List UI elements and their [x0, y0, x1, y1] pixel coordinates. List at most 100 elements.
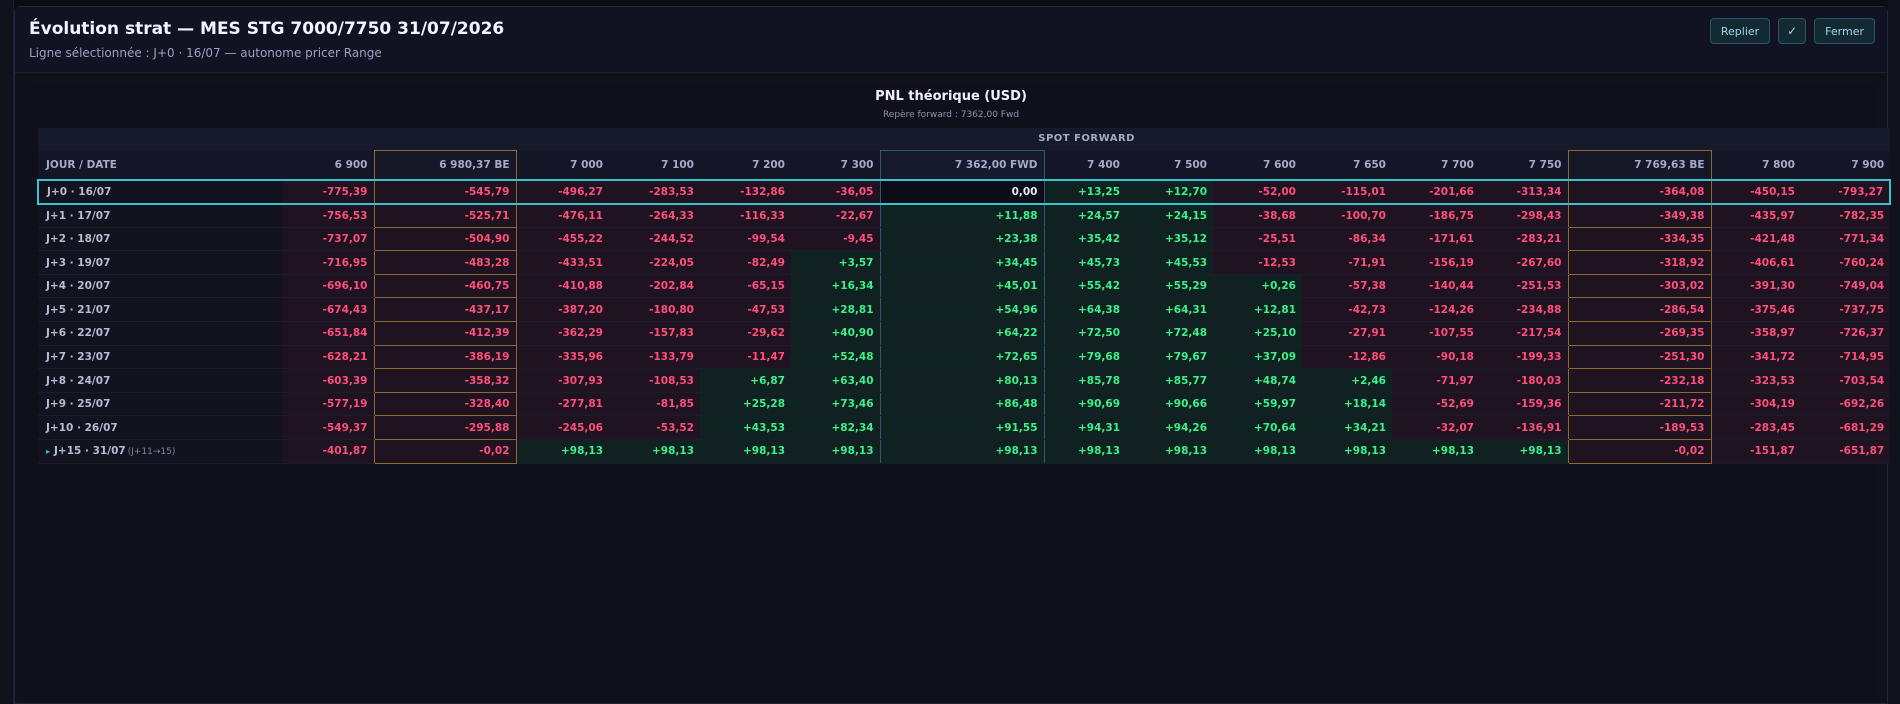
pnl-cell: -53,52 — [609, 415, 700, 441]
pnl-cell: -328,40 — [373, 391, 517, 417]
pnl-cell: +54,96 — [879, 297, 1045, 323]
pnl-cell: -692,26 — [1801, 392, 1891, 417]
spot-column-header: 7 300 — [791, 150, 880, 181]
pnl-cell: +98,13 — [1126, 439, 1213, 464]
pnl-cell: -703,54 — [1801, 368, 1891, 393]
pnl-cell: -782,35 — [1801, 203, 1891, 228]
table-row[interactable]: J+0 · 16/07 -775,39 -545,79 -496,27 -283,53-… — [37, 179, 1892, 205]
confirm-check-icon[interactable]: ✓ — [1778, 18, 1807, 44]
pnl-cell: +55,29 — [1126, 274, 1213, 299]
pnl-cell: +34,21 — [1302, 415, 1392, 441]
expand-caret-icon[interactable]: ▸ — [46, 447, 51, 457]
spot-column-header: 7 400 — [1044, 150, 1126, 181]
row-label-text: J+9 · 25/07 — [46, 398, 111, 411]
pnl-cell: +90,66 — [1126, 392, 1213, 417]
pnl-cell: -318,92 — [1567, 250, 1712, 275]
pnl-cell: -771,34 — [1801, 227, 1891, 252]
pnl-cell: -437,17 — [373, 297, 517, 323]
pnl-cell: -793,27 — [1801, 179, 1892, 205]
pnl-cell: -391,30 — [1711, 274, 1801, 299]
pnl-cell: -211,72 — [1567, 391, 1712, 417]
row-day-label[interactable]: J+5 · 21/07 — [38, 297, 283, 323]
pnl-cell: +2,46 — [1302, 368, 1392, 393]
pnl-cell: +28,81 — [791, 297, 880, 323]
pnl-cell: -295,88 — [373, 415, 517, 441]
row-day-label[interactable]: J+0 · 16/07 — [37, 179, 283, 205]
pnl-cell: -199,33 — [1480, 345, 1568, 370]
table-row[interactable]: J+8 · 24/07 -603,39 -358,32 -307,93 -108,53 +… — [38, 368, 1891, 393]
spot-column-header: 7 000 — [516, 150, 609, 181]
pnl-cell: +98,13 — [1392, 439, 1480, 464]
table-row[interactable]: J+9 · 25/07 -577,19 -328,40 -277,81 -81,85 +2… — [38, 391, 1891, 417]
table-row[interactable]: J+6 · 22/07 -651,84 -412,39 -362,29 -157,83-… — [38, 321, 1891, 346]
row-label-text: J+5 · 21/07 — [46, 303, 111, 316]
pnl-cell: -47,53 — [700, 297, 791, 323]
table-row[interactable]: J+1 · 17/07 -756,53 -525,71 -476,11 -264,33-… — [38, 203, 1891, 228]
spot-column-header: 7 200 — [700, 150, 791, 181]
pnl-cell: +55,42 — [1044, 274, 1126, 299]
pnl-cell: +98,13 — [1213, 439, 1302, 464]
pnl-cell: -651,84 — [283, 321, 374, 346]
pnl-cell: -52,69 — [1392, 392, 1480, 417]
table-row[interactable]: J+5 · 21/07 -674,43 -437,17 -387,20 -180,80-… — [38, 297, 1891, 323]
pnl-cell: -412,39 — [373, 321, 517, 346]
row-day-label[interactable]: J+10 · 26/07 — [38, 415, 283, 441]
table-row[interactable]: J+7 · 23/07 -628,21 -386,19 -335,96 -133,79-… — [38, 344, 1891, 370]
row-range-note: (J+11→15) — [127, 447, 176, 458]
pnl-cell: +0,26 — [1213, 274, 1302, 299]
pnl-cell: -349,38 — [1567, 203, 1712, 228]
strategy-evolution-modal: Évolution strat — MES STG 7000/7750 31/0… — [14, 6, 1892, 704]
pnl-cell: +24,15 — [1126, 203, 1213, 228]
pnl-cell: +98,13 — [1480, 439, 1568, 464]
pnl-cell: +90,69 — [1044, 392, 1126, 417]
pnl-cell: +72,65 — [879, 345, 1045, 370]
table-row[interactable]: J+4 · 20/07 -696,10 -460,75 -410,88 -202,84-… — [38, 273, 1891, 299]
spot-column-header: 7 100 — [609, 150, 700, 181]
row-day-label[interactable]: J+2 · 18/07 — [38, 227, 283, 252]
pnl-cell: -189,53 — [1567, 415, 1712, 441]
pnl-cell: -375,46 — [1711, 297, 1801, 323]
pnl-cell: -696,10 — [283, 274, 374, 299]
row-day-label[interactable]: J+3 · 19/07 — [38, 250, 283, 275]
pnl-cell: +18,14 — [1302, 392, 1392, 417]
row-day-label[interactable]: J+4 · 20/07 — [38, 274, 283, 299]
pnl-cell: +94,31 — [1044, 415, 1126, 441]
table-row[interactable]: J+10 · 26/07 -549,37 -295,88 -245,06 -53,52 +… — [38, 415, 1891, 441]
collapse-button[interactable]: Replier — [1709, 18, 1771, 44]
row-label-text: J+7 · 23/07 — [46, 350, 111, 363]
table-row[interactable]: J+2 · 18/07 -737,07 -504,90 -455,22 -244,52-… — [38, 226, 1891, 252]
row-day-label[interactable]: J+1 · 17/07 — [38, 203, 283, 228]
pnl-cell: +73,46 — [791, 392, 880, 417]
spot-column-header: 7 769,63 BE — [1567, 149, 1712, 181]
spot-column-header: 7 500 — [1126, 150, 1213, 181]
pnl-cell: -401,87 — [283, 439, 374, 464]
pnl-cell: -726,37 — [1801, 321, 1891, 346]
pnl-cell: +34,45 — [879, 250, 1045, 275]
close-button[interactable]: Fermer — [1814, 18, 1875, 44]
row-label-text: J+15 · 31/07 — [54, 445, 126, 458]
pnl-cell: -86,34 — [1302, 227, 1392, 252]
pnl-cell: -455,22 — [516, 227, 609, 252]
row-day-label[interactable]: J+7 · 23/07 — [38, 345, 283, 370]
row-day-label[interactable]: J+8 · 24/07 — [38, 368, 283, 393]
pnl-cell: -760,24 — [1801, 250, 1891, 275]
pnl-cell: +23,38 — [879, 227, 1045, 252]
pnl-cell: +98,13 — [700, 439, 791, 464]
background-app-edge-right — [1888, 0, 1900, 704]
row-day-label[interactable]: J+9 · 25/07 — [38, 392, 283, 417]
pnl-table: SPOT FORWARD JOUR / DATE 6 900 6 980,37 B… — [37, 128, 1892, 464]
pnl-cell: -57,38 — [1302, 274, 1392, 299]
pnl-cell: -38,68 — [1213, 203, 1302, 228]
table-row[interactable]: J+3 · 19/07 -716,95 -483,28 -433,51 -224,05-… — [38, 250, 1891, 275]
column-header-row: JOUR / DATE 6 900 6 980,37 BE 7 000 7 100 7 … — [38, 149, 1891, 181]
row-day-label[interactable]: ▸ J+15 · 31/07 (J+11→15) — [38, 439, 283, 464]
spot-forward-header: SPOT FORWARD — [283, 128, 1891, 150]
row-day-label[interactable]: J+6 · 22/07 — [38, 321, 283, 346]
row-label-text: J+8 · 24/07 — [46, 374, 111, 387]
table-row[interactable]: ▸ J+15 · 31/07 (J+11→15) -401,87 -0,02 +98,13… — [38, 439, 1891, 464]
pnl-cell: -364,08 — [1567, 179, 1712, 205]
background-app-edge-left — [0, 0, 14, 704]
pnl-cell: -749,04 — [1801, 274, 1891, 299]
pnl-cell: -386,19 — [373, 344, 517, 370]
pnl-cell: +72,48 — [1126, 321, 1213, 346]
